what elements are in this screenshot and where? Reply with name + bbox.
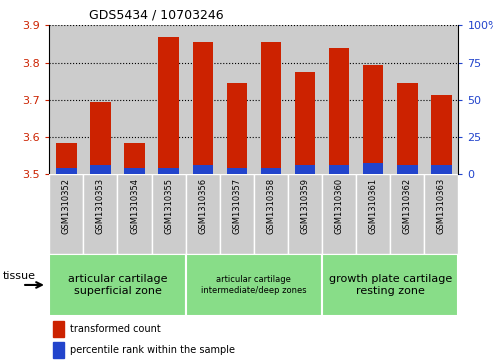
Text: GSM1310358: GSM1310358 xyxy=(266,178,276,234)
Bar xyxy=(90,102,110,174)
Text: GDS5434 / 10703246: GDS5434 / 10703246 xyxy=(89,9,223,22)
Bar xyxy=(424,25,458,174)
Bar xyxy=(288,25,322,174)
Bar xyxy=(117,174,151,254)
Bar xyxy=(124,143,145,174)
Bar xyxy=(124,168,145,174)
Bar xyxy=(254,174,288,254)
Bar xyxy=(53,321,64,337)
Text: GSM1310354: GSM1310354 xyxy=(130,178,139,234)
Text: GSM1310353: GSM1310353 xyxy=(96,178,105,234)
Bar xyxy=(329,165,350,174)
Bar xyxy=(186,254,322,316)
Bar xyxy=(424,174,458,254)
Bar xyxy=(227,83,247,174)
Text: transformed count: transformed count xyxy=(70,324,161,334)
Bar xyxy=(220,174,254,254)
Bar xyxy=(53,342,64,358)
Bar xyxy=(322,25,356,174)
Text: GSM1310360: GSM1310360 xyxy=(335,178,344,234)
Bar xyxy=(295,165,315,174)
Bar xyxy=(322,174,356,254)
Bar xyxy=(186,174,220,254)
Bar xyxy=(151,25,186,174)
Text: GSM1310352: GSM1310352 xyxy=(62,178,71,234)
Text: GSM1310359: GSM1310359 xyxy=(301,178,310,234)
Bar xyxy=(390,25,424,174)
Bar xyxy=(117,25,151,174)
Bar xyxy=(322,254,458,316)
Bar xyxy=(151,174,186,254)
Bar xyxy=(288,174,322,254)
Bar xyxy=(192,42,213,174)
Text: GSM1310362: GSM1310362 xyxy=(403,178,412,234)
Bar xyxy=(186,25,220,174)
Text: articular cartilage
superficial zone: articular cartilage superficial zone xyxy=(68,274,167,296)
Text: growth plate cartilage
resting zone: growth plate cartilage resting zone xyxy=(329,274,452,296)
Bar xyxy=(397,165,418,174)
Bar xyxy=(390,174,424,254)
Bar xyxy=(158,37,179,174)
Text: tissue: tissue xyxy=(2,271,35,281)
Bar xyxy=(56,143,76,174)
Bar xyxy=(220,25,254,174)
Bar xyxy=(261,168,281,174)
Bar xyxy=(363,65,384,174)
Bar xyxy=(295,72,315,174)
Bar xyxy=(83,25,117,174)
Bar xyxy=(49,254,186,316)
Bar xyxy=(158,168,179,174)
Bar xyxy=(56,168,76,174)
Bar xyxy=(83,174,117,254)
Text: GSM1310357: GSM1310357 xyxy=(232,178,242,234)
Text: GSM1310355: GSM1310355 xyxy=(164,178,173,234)
Bar xyxy=(397,83,418,174)
Bar xyxy=(431,95,452,174)
Bar xyxy=(49,174,83,254)
Text: GSM1310363: GSM1310363 xyxy=(437,178,446,234)
Bar xyxy=(431,165,452,174)
Bar xyxy=(356,25,390,174)
Text: GSM1310361: GSM1310361 xyxy=(369,178,378,234)
Bar xyxy=(192,165,213,174)
Bar xyxy=(261,42,281,174)
Bar xyxy=(329,49,350,174)
Bar xyxy=(356,174,390,254)
Bar xyxy=(254,25,288,174)
Bar xyxy=(227,168,247,174)
Text: articular cartilage
intermediate/deep zones: articular cartilage intermediate/deep zo… xyxy=(201,275,307,295)
Bar xyxy=(363,163,384,174)
Text: GSM1310356: GSM1310356 xyxy=(198,178,207,234)
Text: percentile rank within the sample: percentile rank within the sample xyxy=(70,345,235,355)
Bar xyxy=(90,165,110,174)
Bar xyxy=(49,25,83,174)
